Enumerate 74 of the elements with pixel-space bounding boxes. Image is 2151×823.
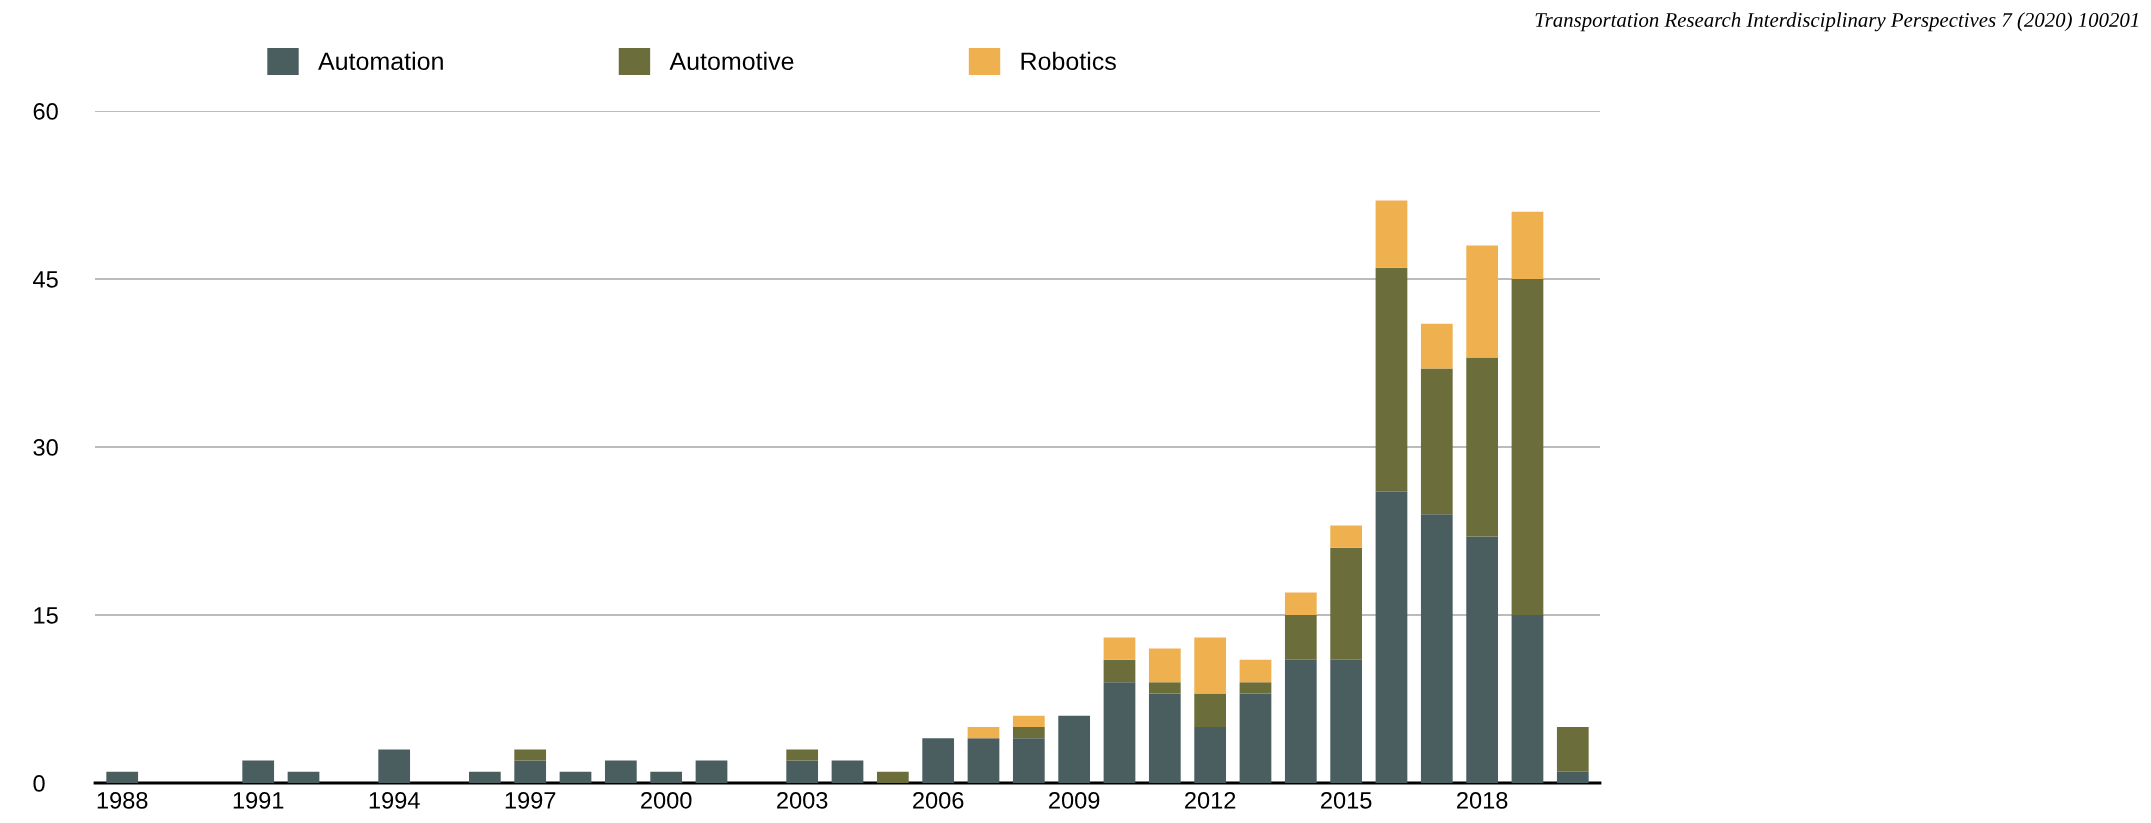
bar <box>1375 491 1408 783</box>
x-tick-label: 1997 <box>505 791 556 809</box>
x-tick-label: 1988 <box>97 791 148 809</box>
legend-label: Automation <box>318 51 443 71</box>
bar <box>695 760 728 783</box>
bar <box>1556 727 1589 772</box>
bar <box>287 771 320 783</box>
bar <box>1284 659 1317 783</box>
bar <box>1194 637 1227 694</box>
bar <box>1103 682 1136 783</box>
bar <box>1148 682 1181 694</box>
bar <box>604 760 637 783</box>
x-tick-label: 2000 <box>641 791 692 809</box>
y-tick-label: 45 <box>33 271 58 288</box>
bar <box>1194 727 1227 783</box>
bar <box>1239 682 1272 694</box>
text: Transportation Research Interdisciplinary Perspectives 7 (2020) 100201 <box>1535 12 2138 32</box>
bar <box>786 749 819 761</box>
bar <box>468 771 501 783</box>
bar <box>1012 738 1045 783</box>
bar <box>1103 659 1136 683</box>
bar <box>514 749 547 761</box>
bar <box>514 760 547 783</box>
y-tick-label: 15 <box>34 607 58 624</box>
x-tick-label: 2009 <box>1049 791 1100 809</box>
bar <box>967 727 1000 739</box>
bar <box>1375 200 1408 268</box>
bar <box>786 760 819 783</box>
bar <box>1239 693 1272 783</box>
bar <box>876 771 909 783</box>
bar <box>1511 211 1544 279</box>
bar <box>1420 323 1453 369</box>
x-tick-label: 2003 <box>777 791 828 809</box>
bar <box>1556 771 1589 783</box>
bar <box>1330 547 1363 660</box>
bar <box>650 771 683 783</box>
bar <box>1103 637 1136 660</box>
bar <box>1466 245 1498 358</box>
bar <box>378 749 411 783</box>
legend-label: Automotive <box>669 51 794 71</box>
bar <box>1466 536 1498 783</box>
bar <box>1148 648 1181 683</box>
y-tick-label: 60 <box>33 103 58 120</box>
bar <box>1058 715 1091 783</box>
legend-label: Robotics <box>1021 51 1116 71</box>
bar <box>1330 525 1363 548</box>
bar <box>106 771 139 783</box>
x-tick-label: 1991 <box>233 791 284 809</box>
bar <box>1420 368 1453 515</box>
x-tick-label: 2015 <box>1321 791 1372 809</box>
bar <box>1284 592 1317 615</box>
bar <box>831 760 864 783</box>
bar <box>1420 514 1453 783</box>
bar <box>1511 615 1544 783</box>
bar <box>1012 715 1045 727</box>
bar <box>242 760 275 783</box>
bar <box>559 771 592 783</box>
bar <box>1239 659 1272 683</box>
bar <box>1148 693 1181 783</box>
bar <box>1330 659 1363 783</box>
bar <box>1194 693 1227 727</box>
bar <box>922 738 955 783</box>
bar <box>1375 267 1408 492</box>
bar <box>1511 279 1544 615</box>
bar <box>1284 615 1317 660</box>
y-tick-label: 0 <box>33 775 45 792</box>
bar <box>1466 357 1498 537</box>
x-tick-label: 2018 <box>1457 791 1508 809</box>
bar <box>967 738 1000 783</box>
x-tick-label: 2012 <box>1185 791 1236 809</box>
bar <box>1012 727 1045 739</box>
x-tick-label: 1994 <box>369 791 420 809</box>
y-tick-label: 30 <box>33 439 58 456</box>
x-tick-label: 2006 <box>913 791 964 809</box>
